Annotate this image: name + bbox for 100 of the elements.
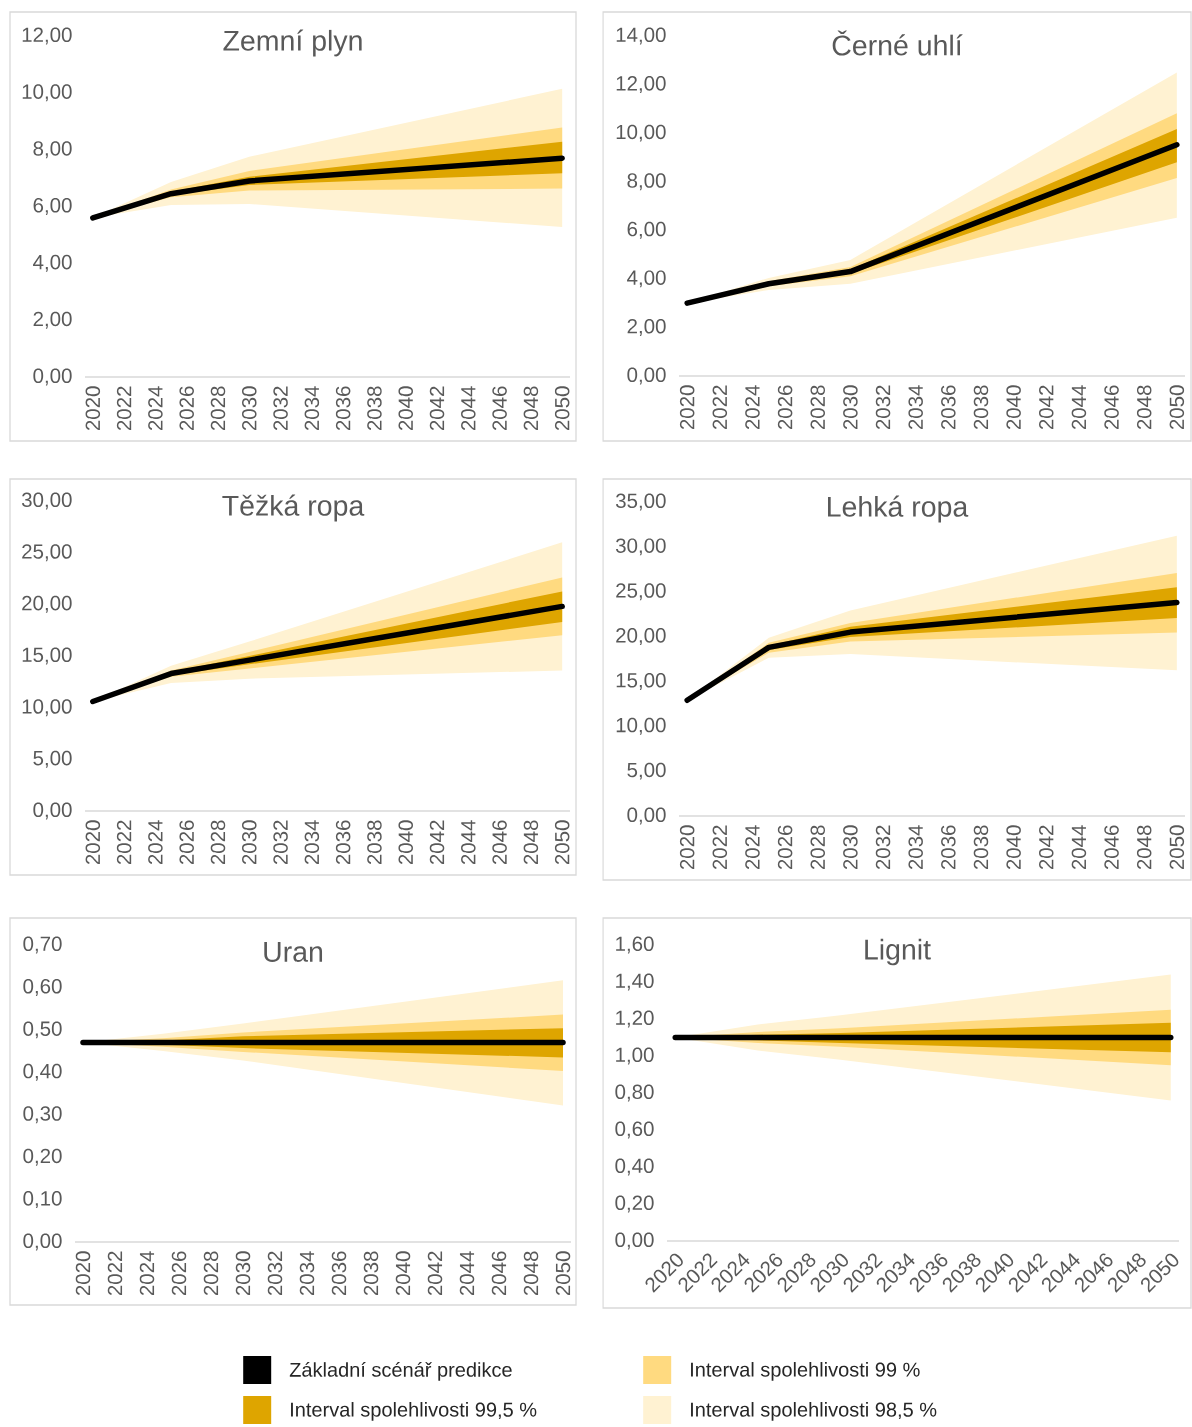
y-tick-label: 0,40 bbox=[615, 1158, 654, 1176]
x-tick-label: 2030 bbox=[843, 385, 858, 430]
y-tick-label: 0,00 bbox=[627, 367, 666, 385]
y-tick-label: 15,00 bbox=[22, 647, 72, 665]
x-tick-label: 2026 bbox=[777, 825, 793, 870]
y-tick-label: 0,50 bbox=[23, 1021, 62, 1039]
x-tick-label: 2020 bbox=[75, 1251, 91, 1296]
y-tick-label: 0,20 bbox=[615, 1195, 654, 1213]
x-tick-label: 2030 bbox=[242, 386, 257, 431]
y-tick-label: 0,10 bbox=[23, 1191, 62, 1209]
y-tick-label: 25,00 bbox=[616, 583, 666, 601]
x-tick-label: 2038 bbox=[973, 385, 989, 430]
y-tick-label: 0,40 bbox=[23, 1063, 62, 1081]
x-tick-label: 2028 bbox=[210, 386, 226, 431]
x-tick-label: 2048 bbox=[523, 386, 539, 431]
y-tick-label: 5,00 bbox=[627, 762, 666, 780]
legend-label: Interval spolehlivosti 99,5 % bbox=[291, 1402, 537, 1421]
x-tick-label: 2022 bbox=[107, 1251, 123, 1296]
y-tick-label: 15,00 bbox=[616, 672, 666, 690]
x-tick-label: 2036 bbox=[331, 1251, 347, 1296]
x-tick-label: 2044 bbox=[461, 386, 476, 431]
x-tick-label: 2040 bbox=[398, 820, 413, 865]
y-tick-label: 0,60 bbox=[615, 1121, 654, 1139]
x-tick-label: 2026 bbox=[171, 1251, 187, 1296]
x-tick-label: 2034 bbox=[299, 1251, 315, 1296]
x-tick-label: 2020 bbox=[679, 825, 695, 870]
y-tick-label: 2,00 bbox=[33, 311, 72, 329]
y-tick-label: 0,00 bbox=[615, 1232, 654, 1250]
x-tick-label: 2028 bbox=[810, 385, 826, 430]
x-tick-label: 2036 bbox=[335, 820, 351, 865]
legend-label: Základní scénář predikce bbox=[289, 1361, 512, 1381]
chart-title: Lehká ropa bbox=[828, 495, 969, 523]
y-tick-label: 10,00 bbox=[616, 717, 666, 735]
y-tick-label: 5,00 bbox=[33, 750, 72, 768]
x-tick-label: 2042 bbox=[1039, 825, 1054, 870]
x-tick-label: 2050 bbox=[554, 820, 570, 865]
x-tick-label: 2034 bbox=[908, 825, 923, 870]
y-tick-label: 6,00 bbox=[627, 221, 666, 239]
x-tick-label: 2038 bbox=[363, 1251, 379, 1296]
y-tick-label: 35,00 bbox=[615, 493, 666, 511]
y-tick-label: 20,00 bbox=[22, 595, 72, 613]
x-tick-label: 2038 bbox=[973, 825, 989, 870]
x-tick-label: 2044 bbox=[1071, 385, 1087, 430]
x-tick-label: 2032 bbox=[267, 1251, 283, 1296]
y-tick-label: 12,00 bbox=[616, 76, 666, 94]
legend-label: Interval spolehlivosti 99 % bbox=[691, 1362, 920, 1381]
chart-title: Uran bbox=[264, 942, 323, 962]
x-tick-label: 2026 bbox=[179, 820, 194, 865]
chart-title: Těžká ropa bbox=[222, 494, 365, 522]
x-tick-label: 2046 bbox=[492, 386, 507, 431]
x-tick-label: 2034 bbox=[304, 820, 320, 865]
y-tick-label: 1,00 bbox=[616, 1047, 654, 1065]
chart-title: Černé uhlí bbox=[832, 30, 963, 56]
x-tick-label: 2050 bbox=[1169, 825, 1185, 870]
x-tick-label: 2024 bbox=[745, 825, 760, 870]
y-tick-label: 0,00 bbox=[33, 802, 72, 820]
x-tick-label: 2020 bbox=[679, 385, 695, 430]
y-tick-label: 8,00 bbox=[33, 141, 72, 159]
x-tick-label: 2046 bbox=[491, 1251, 507, 1296]
y-tick-label: 4,00 bbox=[627, 270, 666, 288]
x-tick-label: 2040 bbox=[1006, 385, 1021, 430]
y-tick-label: 6,00 bbox=[33, 198, 72, 215]
x-tick-label: 2040 bbox=[1006, 825, 1021, 870]
x-tick-label: 2036 bbox=[941, 385, 956, 430]
x-tick-label: 2038 bbox=[367, 820, 382, 865]
x-tick-label: 2050 bbox=[1169, 385, 1185, 430]
y-tick-label: 4,00 bbox=[33, 254, 72, 272]
x-tick-label: 2048 bbox=[523, 820, 539, 865]
x-tick-label: 2046 bbox=[1104, 825, 1119, 870]
x-tick-label: 2044 bbox=[461, 820, 476, 865]
x-tick-label: 2044 bbox=[459, 1251, 475, 1296]
y-tick-label: 0,30 bbox=[23, 1106, 62, 1124]
x-tick-label: 2048 bbox=[1136, 385, 1152, 430]
y-tick-label: 25,00 bbox=[22, 544, 72, 562]
y-tick-label: 30,00 bbox=[615, 538, 666, 556]
x-tick-label: 2042 bbox=[429, 820, 445, 865]
x-tick-label: 2048 bbox=[1136, 825, 1152, 870]
x-tick-label: 2028 bbox=[203, 1251, 219, 1296]
y-tick-label: 0,00 bbox=[23, 1233, 62, 1251]
x-tick-label: 2042 bbox=[429, 386, 445, 431]
x-tick-label: 2024 bbox=[745, 385, 760, 430]
x-tick-label: 2032 bbox=[273, 386, 288, 431]
y-tick-label: 2,00 bbox=[627, 318, 666, 336]
x-tick-label: 2020 bbox=[85, 820, 101, 865]
x-tick-label: 2040 bbox=[395, 1251, 411, 1296]
x-tick-label: 2026 bbox=[179, 386, 194, 431]
x-tick-label: 2022 bbox=[712, 385, 728, 430]
x-tick-label: 2030 bbox=[235, 1251, 251, 1296]
x-tick-label: 2038 bbox=[367, 386, 382, 431]
y-tick-label: 8,00 bbox=[627, 173, 666, 191]
chart-title: Lignit bbox=[865, 938, 931, 966]
legend-label: Interval spolehlivosti 98,5 % bbox=[691, 1402, 937, 1421]
x-tick-label: 2034 bbox=[304, 386, 320, 431]
chart-title: Zemní plyn bbox=[223, 29, 362, 57]
x-tick-label: 2040 bbox=[398, 386, 413, 431]
x-tick-label: 2050 bbox=[555, 1251, 571, 1296]
y-tick-label: 1,60 bbox=[616, 936, 654, 954]
y-tick-label: 10,00 bbox=[616, 124, 666, 142]
x-tick-label: 2034 bbox=[908, 385, 923, 430]
x-tick-label: 2048 bbox=[523, 1251, 539, 1296]
